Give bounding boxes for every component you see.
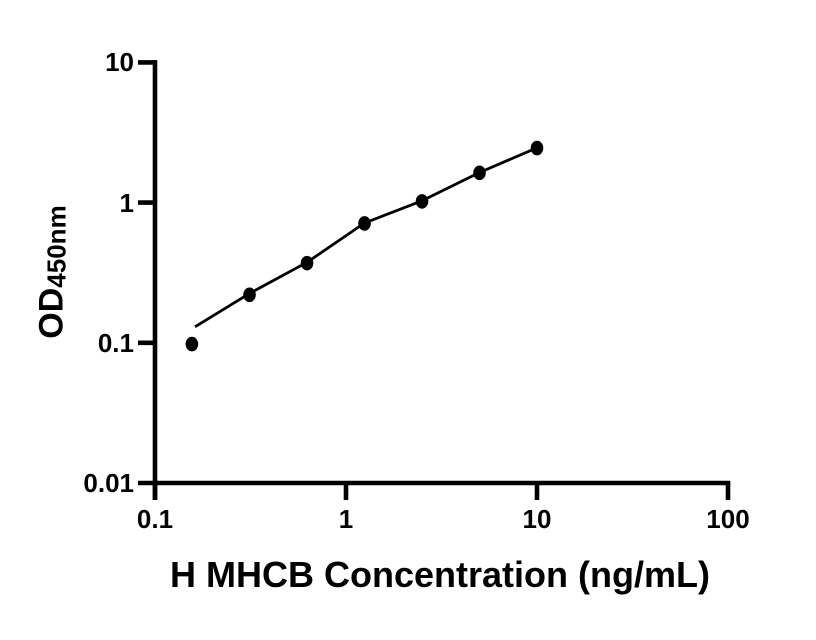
- y-tick-label-1: 1: [119, 188, 134, 218]
- data-point: [185, 336, 199, 352]
- x-axis-title: H MHCB Concentration (ng/mL): [170, 554, 710, 595]
- y-tick-label-0.1: 0.1: [97, 328, 134, 358]
- y-axis-title-main: OD: [32, 287, 71, 339]
- x-tick-label-1: 1: [338, 504, 354, 534]
- y-tick-label-0.01: 0.01: [83, 468, 134, 498]
- y-axis-title-subscript: 450nm: [41, 205, 72, 288]
- x-tick-label-10: 10: [522, 504, 552, 534]
- data-point: [415, 194, 429, 209]
- data-point: [243, 287, 256, 303]
- data-point: [473, 165, 486, 181]
- y-tick-label-10: 10: [105, 47, 134, 77]
- data-point: [358, 216, 371, 231]
- x-tick-label-0.1: 0.1: [136, 504, 174, 534]
- y-axis-title: OD450nm: [33, 205, 76, 338]
- data-point: [530, 140, 544, 156]
- x-tick-label-100: 100: [706, 504, 750, 534]
- data-point: [300, 255, 314, 271]
